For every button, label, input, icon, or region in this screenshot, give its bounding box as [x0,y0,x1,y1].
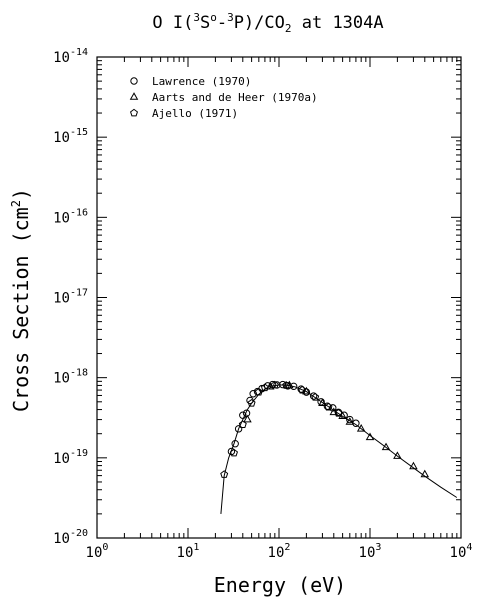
y-axis-label: Cross Section (cm2) [9,188,33,412]
data-point-pentagon [324,402,333,411]
data-point-circle [309,392,318,400]
y-label-main: Cross Section (cm [9,207,33,412]
tick-exponent: 3 [375,542,381,553]
tick-base: 10 [53,451,70,467]
data-point-pentagon [298,385,307,394]
tick-base: 10 [177,545,194,561]
data-point-pentagon [254,387,263,396]
chart-title: O I(3So-3P)/CO2 at 1304A [152,11,383,35]
y-label-end: ) [9,188,33,200]
data-point-triangle [345,417,355,425]
title-sub: 2 [285,22,292,35]
x-tick-label: 103 [359,542,382,561]
tick-exponent: -15 [70,127,88,138]
x-tick-labels: 100 101 102 103 104 [86,542,473,561]
axis-ticks [96,57,461,539]
x-tick-label: 100 [86,542,109,561]
y-tick-label: 10-15 [53,127,88,146]
data-point-pentagon [282,381,291,389]
tick-exponent: 4 [466,542,472,553]
title-mid1: S [200,13,210,33]
data-point-circle [234,425,243,433]
data-point-pentagon [311,392,320,401]
title-mid2: - [217,13,227,33]
y-tick-label: 10-16 [53,207,88,226]
legend-label-lawrence: Lawrence (1970) [152,75,251,88]
title-sup2: o [210,11,217,24]
data-point-circle [289,382,298,391]
tick-base: 10 [268,545,285,561]
tick-exponent: 0 [102,542,108,553]
tick-exponent: 2 [284,542,290,553]
legend: Lawrence (1970) Aarts and de Heer (1970a… [129,75,318,120]
data-point-circle [302,388,311,396]
legend-label-aarts: Aarts and de Heer (1970a) [152,91,318,104]
x-tick-label: 104 [450,542,473,561]
tick-exponent: -14 [70,47,88,58]
data-point-pentagon [247,398,256,407]
title-post: at 1304A [292,13,384,33]
tick-exponent: -19 [70,448,88,459]
tick-base: 10 [86,545,103,561]
data-point-pentagon [220,470,229,478]
legend-marker-pentagon [130,108,138,117]
y-tick-label: 10-14 [53,47,88,66]
y-tick-label: 10-20 [53,528,88,547]
y-tick-label: 10-19 [53,448,88,467]
data-point-triangle [318,398,327,407]
tick-exponent: -18 [70,368,88,379]
title-pre: O I( [152,13,193,33]
tick-base: 10 [53,291,70,307]
x-axis-label: Energy (eV) [214,573,346,597]
title-sup1: 3 [193,11,200,24]
y-tick-label: 10-17 [53,288,88,307]
tick-exponent: -16 [70,207,88,218]
data-point-triangle [356,424,366,432]
tick-exponent: 1 [193,542,199,553]
fit-curve [220,384,458,514]
tick-exponent: -17 [70,288,88,299]
data-point-pentagon [334,408,343,417]
x-tick-label: 101 [177,542,200,561]
title-sup3: 3 [227,11,234,24]
data-point-pentagon [229,448,238,457]
plot-frame [96,56,462,539]
legend-marker-triangle [129,92,139,100]
legend-marker-circle [130,77,138,85]
data-point-triangle [365,432,375,441]
data-point-triangle [285,380,294,389]
title-mid3: P)/CO [234,13,285,33]
x-tick-label: 102 [268,542,291,561]
y-label-sup: 2 [9,200,23,207]
data-point-triangle [409,461,418,470]
tick-base: 10 [53,50,70,66]
tick-base: 10 [359,545,376,561]
tick-exponent: -20 [70,528,88,539]
tick-base: 10 [53,531,70,547]
y-tick-label: 10-18 [53,368,88,387]
tick-base: 10 [53,371,70,387]
data-point-pentagon [238,420,247,428]
data-points [220,380,430,478]
data-point-triangle [381,442,391,451]
data-point-circle [346,415,354,424]
data-point-circle [239,411,247,419]
data-point-circle [323,402,332,410]
data-point-pentagon [260,383,269,392]
data-point-triangle [243,414,252,423]
data-point-pentagon [270,380,279,389]
legend-markers [129,77,139,117]
legend-label-ajello: Ajello (1971) [152,107,238,120]
tick-base: 10 [53,130,70,146]
data-point-circle [279,380,287,389]
tick-base: 10 [450,545,467,561]
data-point-circle [231,440,239,448]
data-point-triangle [420,469,430,478]
data-point-triangle [393,451,402,459]
tick-base: 10 [53,210,70,226]
